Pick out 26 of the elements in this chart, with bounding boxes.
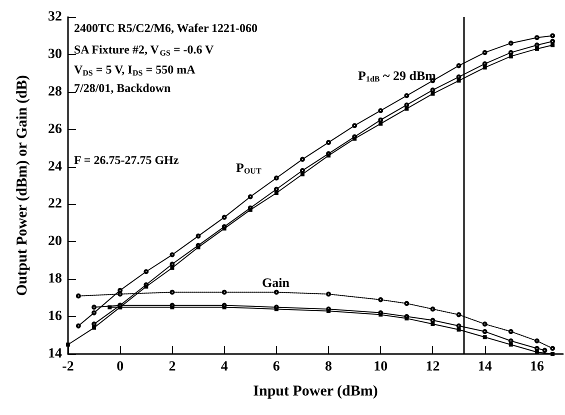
y-tick-label: 28 [48,84,62,100]
y-axis-title: Output Power (dBm) or Gain (dB) [14,75,30,296]
x-tick-label: 0 [116,360,124,374]
y-tick-label: 26 [48,122,62,137]
y-tick-label: 22 [48,196,62,212]
x-tick-label: 12 [426,360,440,374]
y-tick-label: 18 [48,272,62,287]
y-tick-label: 14 [48,346,62,362]
y-tick-label: 16 [48,309,62,324]
annotation: F = 26.75-27.75 GHz [74,153,180,167]
y-tick-label: 30 [48,46,62,62]
y-tick-label: 20 [48,234,62,250]
x-tick-label: -2 [62,360,74,374]
x-tick-label: 8 [325,360,332,374]
annotation: 2400TC R5/C2/M6, Wafer 1221-060 [74,21,258,35]
x-tick-label: 6 [272,360,280,374]
x-tick-label: 10 [374,360,388,374]
x-tick-label: 14 [478,360,492,374]
y-tick-label: 32 [48,10,62,24]
y-tick-label: 24 [48,159,62,174]
x-tick-label: 2 [168,360,176,374]
x-axis-title: Input Power (dBm) [253,384,378,400]
x-tick-label: 16 [530,360,544,374]
annotation: 7/28/01, Backdown [74,81,172,95]
annotation: Gain [262,275,290,290]
x-tick-label: 4 [220,360,228,374]
